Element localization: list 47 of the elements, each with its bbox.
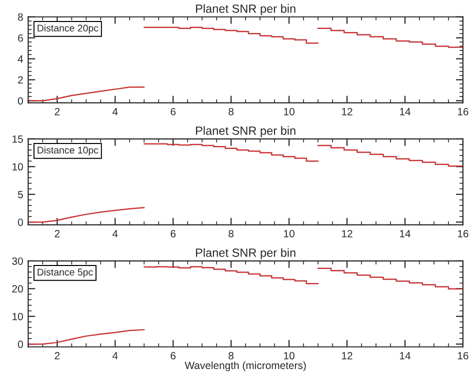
x-tick-label: 16 xyxy=(458,230,468,238)
chart-title: Planet SNR per bin xyxy=(196,126,296,138)
x-tick-label: 4 xyxy=(112,352,118,360)
chart-title: Planet SNR per bin xyxy=(196,4,296,16)
y-tick-label: 0 xyxy=(18,97,23,105)
x-tick-label: 12 xyxy=(342,108,352,116)
y-tick-label: 2 xyxy=(18,76,23,84)
x-tick-label: 16 xyxy=(458,108,468,116)
x-tick-label: 14 xyxy=(400,108,410,116)
x-tick-label: 8 xyxy=(228,108,234,116)
x-tick-label: 12 xyxy=(342,352,352,360)
x-tick-label: 16 xyxy=(458,352,468,360)
x-tick-label: 6 xyxy=(170,108,176,116)
x-axis-title: Wavelength (micrometers) xyxy=(184,361,306,372)
y-tick-label: 0 xyxy=(18,340,23,348)
annotation: Distance 10pc xyxy=(38,146,98,156)
x-tick-label: 2 xyxy=(54,352,60,360)
x-tick-label: 4 xyxy=(112,108,118,116)
y-tick-label: 10 xyxy=(12,312,23,320)
y-tick-label: 30 xyxy=(12,257,23,265)
annotation: Distance 20pc xyxy=(38,24,98,34)
chart-title: Planet SNR per bin xyxy=(196,248,296,260)
x-tick-label: 10 xyxy=(284,108,294,116)
y-tick-label: 15 xyxy=(12,136,23,143)
x-tick-label: 8 xyxy=(228,230,234,238)
x-tick-label: 10 xyxy=(284,352,294,360)
y-tick-label: 20 xyxy=(12,285,23,293)
y-tick-label: 8 xyxy=(18,13,23,21)
line-series xyxy=(28,329,145,345)
x-tick-label: 2 xyxy=(54,230,60,238)
x-tick-label: 6 xyxy=(170,230,176,238)
y-tick-label: 6 xyxy=(18,34,23,42)
y-tick-label: 5 xyxy=(18,190,23,198)
x-tick-label: 12 xyxy=(342,230,352,238)
annotation: Distance 5pc xyxy=(38,268,93,278)
y-tick-label: 10 xyxy=(12,163,23,171)
x-tick-label: 6 xyxy=(170,352,176,360)
x-tick-label: 14 xyxy=(400,352,410,360)
y-tick-label: 0 xyxy=(18,218,23,226)
x-tick-label: 8 xyxy=(228,352,234,360)
line-series xyxy=(28,207,145,223)
x-tick-label: 2 xyxy=(54,108,60,116)
line-series xyxy=(28,86,145,102)
y-tick-label: 4 xyxy=(18,55,24,63)
x-tick-label: 4 xyxy=(112,230,118,238)
x-tick-label: 14 xyxy=(400,230,410,238)
x-tick-label: 10 xyxy=(284,230,294,238)
